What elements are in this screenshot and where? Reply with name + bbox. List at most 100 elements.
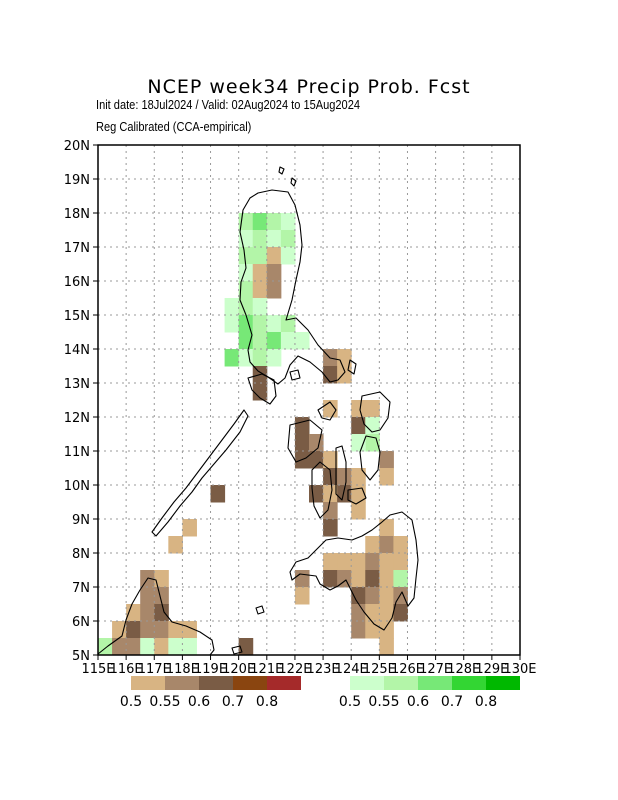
coastline-palawan [151, 409, 249, 537]
wet-legend-swatch [486, 676, 520, 690]
dry-probability-cell [379, 638, 394, 656]
wet-probability-cell [252, 230, 268, 248]
dry-probability-cell [182, 621, 197, 639]
latitude-tick-label: 6N [72, 615, 90, 630]
latitude-tick-label: 8N [72, 547, 90, 562]
coastline-panay [287, 419, 323, 463]
dry-legend-label: 0.55 [149, 694, 180, 710]
coastline-masbate [317, 401, 337, 421]
dry-probability-cell [337, 468, 352, 486]
dry-probability-cell [154, 587, 169, 605]
dry-probability-cell [379, 451, 394, 469]
dry-probability-cell [154, 604, 169, 622]
wet-probability-cell [280, 213, 296, 231]
dry-probability-cell [266, 281, 282, 299]
coastline-marinduque [289, 369, 301, 381]
dry-probability-cell [252, 281, 268, 299]
coastline-sulu-2 [231, 645, 243, 655]
dry-probability-cell [379, 570, 394, 588]
dry-probability-cell [351, 502, 366, 520]
dry-probability-cell [365, 604, 380, 622]
longitude-tick-label: 127E [419, 662, 452, 677]
dry-probability-cell [294, 417, 310, 435]
latitude-tick-label: 20N [64, 139, 90, 154]
wet-legend-label: 0.7 [441, 694, 463, 710]
wet-probability-cell [224, 349, 240, 367]
dry-legend-label: 0.8 [256, 694, 278, 710]
dry-probability-cell [154, 570, 169, 588]
dry-probability-cell [140, 621, 155, 639]
wet-probability-cell [266, 315, 282, 333]
dry-legend-label: 0.7 [222, 694, 244, 710]
coastline-batanes [290, 177, 297, 187]
dry-legend-label: 0.6 [188, 694, 210, 710]
latitude-tick-label: 18N [64, 207, 90, 222]
dry-probability-cell [140, 604, 155, 622]
longitude-tick-label: 123E [307, 662, 340, 677]
longitude-tick-label: 120E [222, 662, 255, 677]
longitude-tick-label: 125E [363, 662, 396, 677]
wet-probability-cell [238, 298, 254, 316]
dry-probability-cell [365, 587, 380, 605]
wet-probability-cell [294, 332, 310, 350]
coastline-leyte [359, 435, 381, 481]
coastline-borneo [97, 577, 215, 656]
coastline-luzon [239, 189, 346, 385]
latitude-tick-label: 15N [64, 309, 90, 324]
dry-probability-cell [323, 502, 338, 520]
longitude-tick-label: 124E [335, 662, 368, 677]
dry-probability-cell [309, 485, 324, 503]
dry-legend-label: 0.5 [120, 694, 142, 710]
dry-probability-cell [351, 553, 366, 571]
dry-probability-cell [351, 417, 366, 435]
wet-probability-cell [393, 570, 408, 588]
dry-probability-cell [365, 536, 380, 554]
dry-probability-cell [379, 536, 394, 554]
dry-probability-cell [351, 587, 366, 605]
coastline-mindanao [289, 511, 419, 631]
longitude-tick-label: 117E [138, 662, 171, 677]
dry-probability-cell [168, 621, 183, 639]
latitude-tick-label: 14N [64, 343, 90, 358]
dry-probability-cell [351, 621, 366, 639]
wet-probability-cell [224, 298, 240, 316]
wet-probability-cell [280, 315, 296, 333]
latitude-tick-label: 9N [72, 513, 90, 528]
dry-probability-cell [393, 553, 408, 571]
wet-probability-cell [238, 281, 254, 299]
latitude-tick-label: 11N [64, 445, 90, 460]
dry-probability-cell [323, 366, 338, 384]
dry-legend-swatch [267, 676, 301, 690]
latitude-tick-label: 16N [64, 275, 90, 290]
wet-probability-cell [252, 332, 268, 350]
dry-probability-cell [323, 485, 338, 503]
dry-probability-cell [351, 468, 366, 486]
latitude-tick-label: 13N [64, 377, 90, 392]
coastline-catanduanes [347, 359, 357, 375]
coastline-sulu [255, 605, 265, 615]
wet-legend-swatch [350, 676, 384, 690]
wet-probability-cell [266, 213, 282, 231]
dry-probability-cell [379, 519, 394, 537]
dry-probability-cell [323, 570, 338, 588]
dry-probability-cell [266, 247, 282, 265]
dry-probability-cell [351, 604, 366, 622]
dry-probability-cell [323, 519, 338, 537]
wet-probability-cell [182, 638, 197, 656]
dry-probability-cell [379, 468, 394, 486]
dry-probability-cell [351, 570, 366, 588]
dry-probability-cell [238, 638, 254, 656]
wet-probability-cell [252, 213, 268, 231]
wet-legend-label: 0.55 [368, 694, 399, 710]
wet-legend-swatch [452, 676, 486, 690]
longitude-tick-label: 128E [447, 662, 480, 677]
dry-probability-cell [365, 621, 380, 639]
wet-probability-cell [252, 298, 268, 316]
dry-probability-cell [309, 451, 324, 469]
wet-probability-cell [168, 638, 183, 656]
latitude-tick-label: 5N [72, 649, 90, 664]
wet-probability-cell [280, 230, 296, 248]
dry-probability-cell [379, 621, 394, 639]
dry-probability-cell [168, 536, 183, 554]
